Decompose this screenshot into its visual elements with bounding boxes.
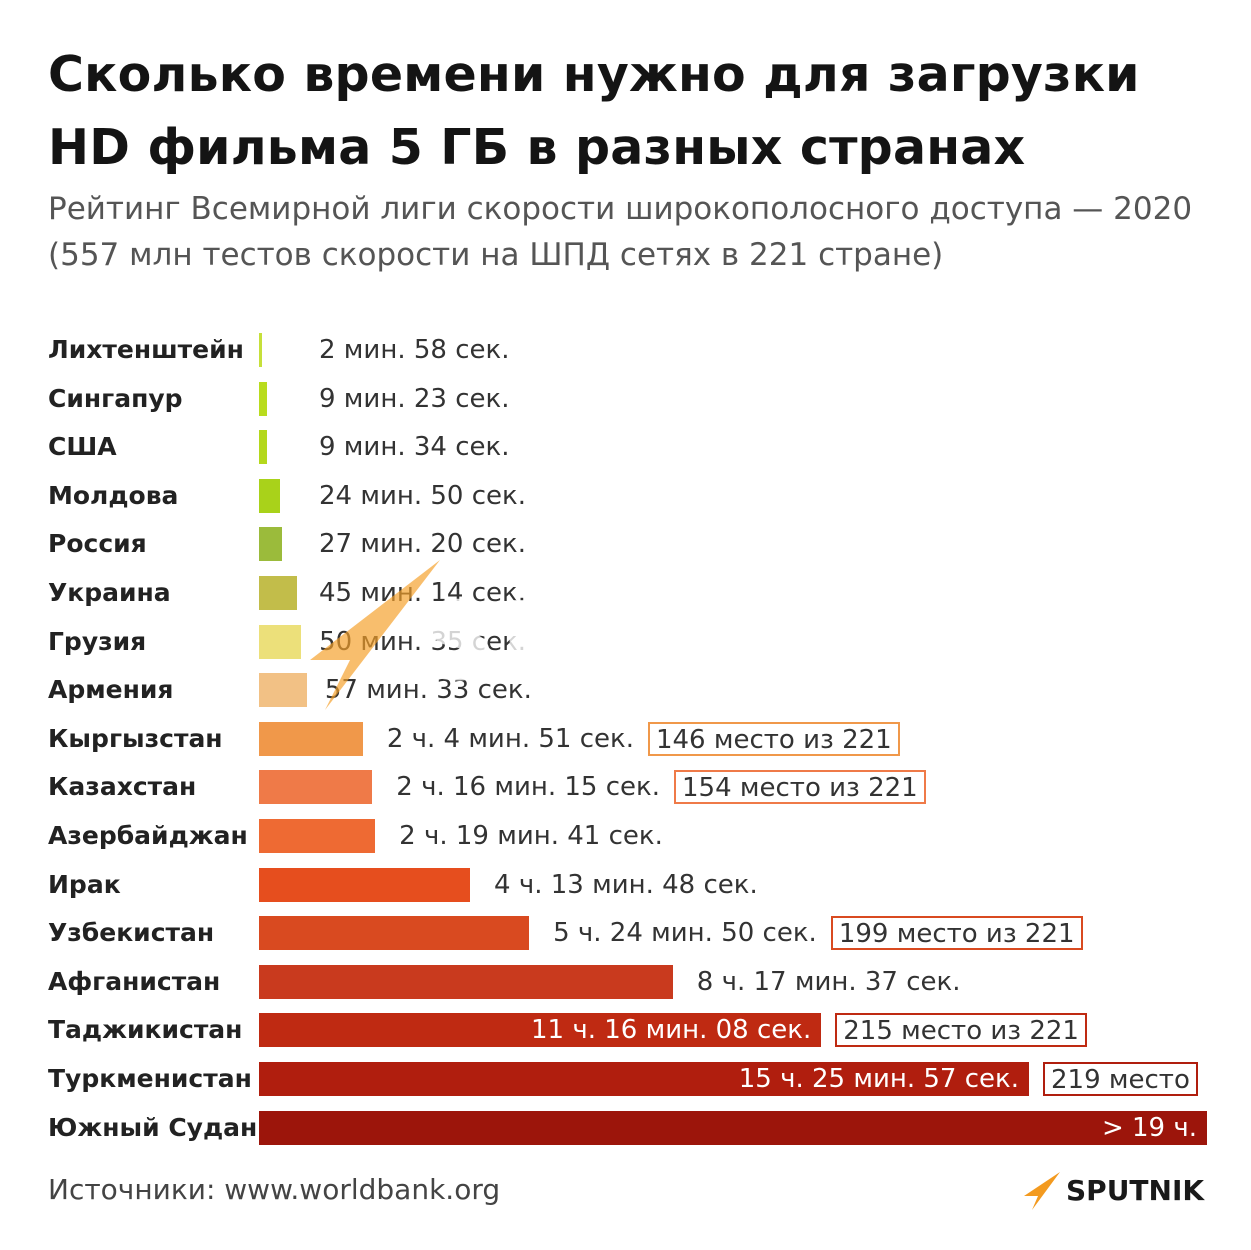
bar	[259, 478, 280, 513]
country-label: Азербайджан	[48, 821, 248, 850]
value-label: 15 ч. 25 мин. 57 сек.	[738, 1064, 1019, 1094]
value-label: > 19 ч.	[1101, 1112, 1197, 1143]
bar	[259, 333, 262, 367]
value-label: 2 ч. 16 мин. 15 сек.	[396, 772, 660, 803]
bar	[259, 576, 297, 610]
country-label: Россия	[48, 529, 147, 559]
sputnik-logo: SPUTNIK	[1022, 1168, 1204, 1212]
value-label: 8 ч. 17 мин. 37 сек.	[696, 966, 961, 997]
country-label: Казахстан	[48, 772, 197, 802]
bar	[259, 624, 302, 659]
value-label: 9 мин. 34 сек.	[319, 432, 510, 463]
sputnik-logo-text: SPUTNIK	[1066, 1173, 1205, 1207]
bar	[259, 527, 282, 562]
value-label: 57 мин. 33 сек.	[324, 675, 532, 706]
bar	[259, 964, 673, 999]
value-label: 2 мин. 58 сек.	[319, 335, 510, 365]
bar	[259, 721, 363, 756]
rank-badge: 199 место из 221	[830, 916, 1083, 951]
bar	[259, 916, 530, 951]
bar	[259, 1013, 822, 1048]
bar	[259, 673, 307, 708]
country-label: Украина	[48, 578, 171, 607]
value-label: 5 ч. 24 мин. 50 сек.	[553, 918, 817, 949]
country-label: Южный Судан	[48, 1112, 258, 1142]
value-label: 11 ч. 16 мин. 08 сек.	[531, 1015, 812, 1046]
value-label: 4 ч. 13 мин. 48 сек.	[494, 869, 758, 900]
rank-badge: 215 место из 221	[835, 1013, 1087, 1048]
country-label: Лихтенштейн	[48, 335, 244, 364]
bar	[259, 819, 376, 853]
chart-title: Сколько времени нужно для загрузки HD фи…	[48, 46, 1140, 176]
country-label: Афганистан	[48, 966, 221, 996]
source-note: Источники: www.worldbank.org	[48, 1173, 501, 1206]
rank-badge: 154 место из 221	[674, 770, 926, 805]
country-label: Кыргызстан	[48, 723, 223, 753]
chart-subtitle: Рейтинг Всемирной лиги скорости широкопо…	[48, 191, 1193, 273]
country-label: Таджикистан	[48, 1015, 243, 1045]
bar	[259, 770, 373, 805]
country-label: Ирак	[48, 869, 121, 899]
sputnik-logo-icon	[1024, 1172, 1060, 1210]
bar	[259, 867, 471, 902]
value-label: 45 мин. 14 сек.	[319, 578, 526, 608]
country-label: Туркменистан	[48, 1064, 252, 1093]
value-label: 27 мин. 20 сек.	[319, 529, 526, 560]
bar	[259, 1110, 1207, 1145]
value-label: 50 мин. 35 сек.	[319, 626, 527, 657]
country-label: Молдова	[48, 480, 179, 510]
value-label: 2 ч. 19 мин. 41 сек.	[399, 821, 663, 851]
bar	[259, 381, 267, 416]
rank-badge: 146 место из 221	[647, 721, 900, 756]
rank-badge: 219 место	[1043, 1062, 1198, 1096]
value-label: 2 ч. 4 мин. 51 сек.	[386, 723, 634, 754]
bar	[259, 430, 267, 465]
country-label: Грузия	[48, 626, 147, 656]
bar	[259, 1062, 1029, 1096]
country-label: Сингапур	[48, 383, 183, 413]
country-label: Армения	[48, 675, 174, 705]
country-label: Узбекистан	[48, 918, 215, 948]
country-label: США	[48, 432, 117, 462]
value-label: 9 мин. 23 сек.	[319, 383, 510, 414]
value-label: 24 мин. 50 сек.	[319, 480, 526, 511]
